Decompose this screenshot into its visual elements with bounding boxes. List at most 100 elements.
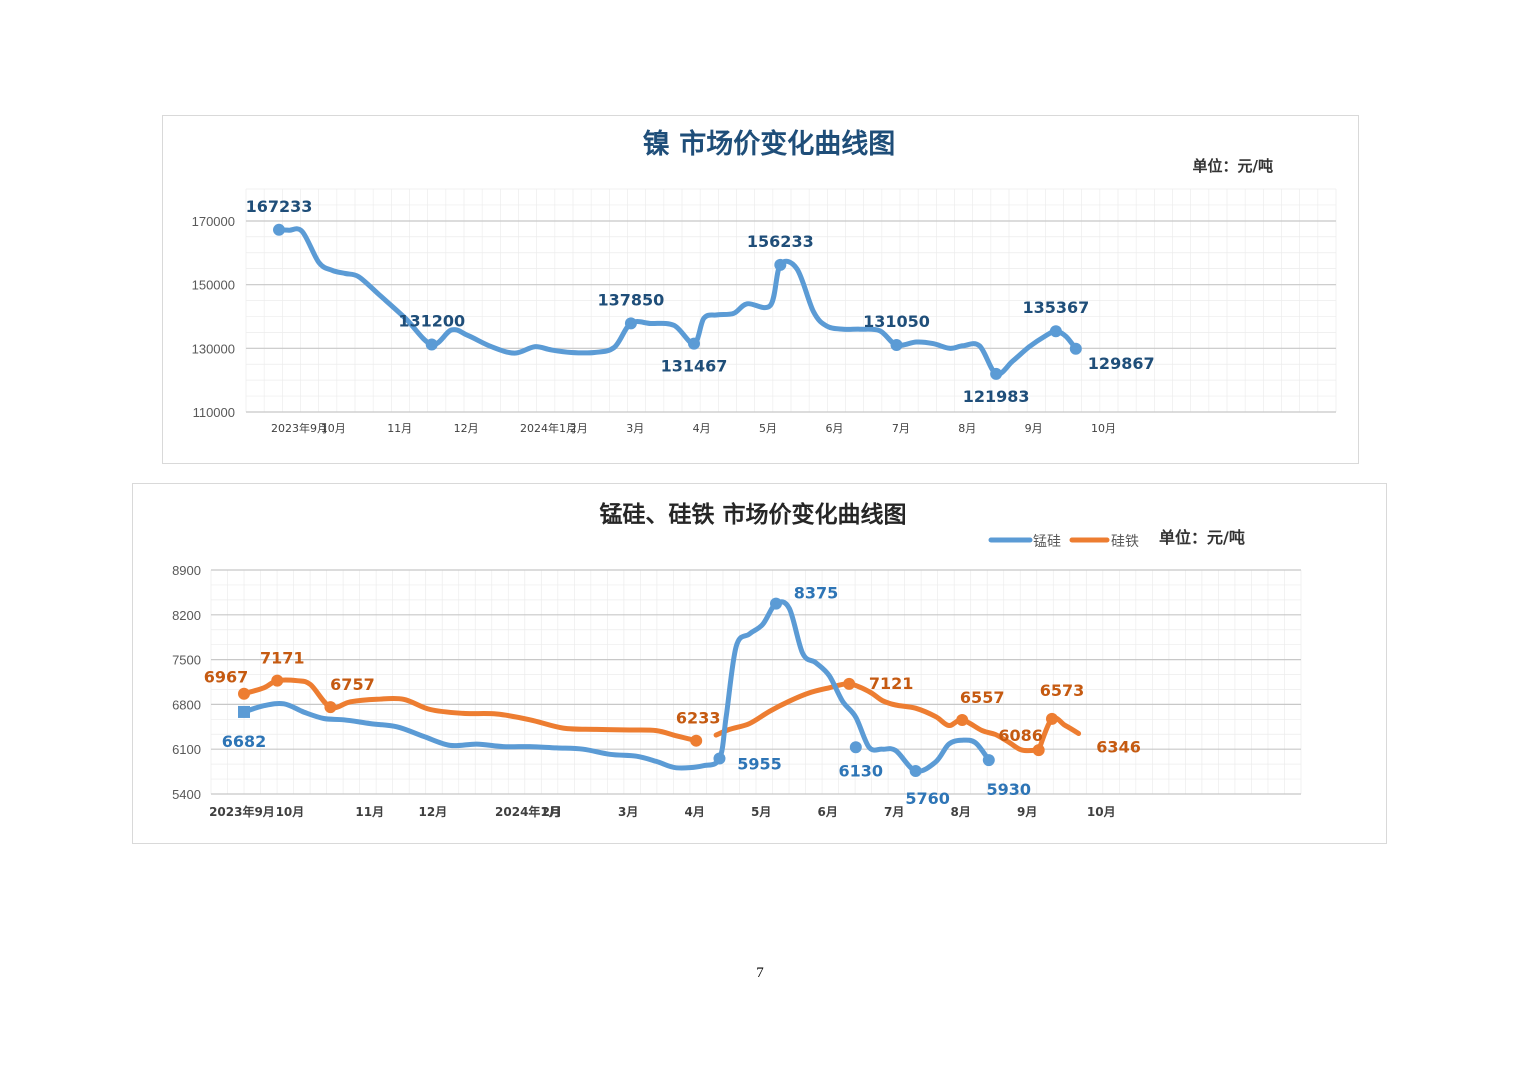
x-tick-label: 4月 bbox=[693, 422, 711, 435]
data-point bbox=[1069, 342, 1082, 355]
x-tick-label: 5月 bbox=[759, 422, 777, 435]
y-tick-label: 8900 bbox=[172, 563, 201, 578]
data-label: 167233 bbox=[246, 197, 313, 216]
fesi-series-line bbox=[241, 677, 699, 744]
data-point bbox=[1032, 744, 1045, 757]
data-label: 5760 bbox=[905, 789, 950, 808]
data-label: 6573 bbox=[1040, 681, 1085, 700]
x-tick-label: 3月 bbox=[618, 805, 638, 819]
x-tick-label: 7月 bbox=[892, 422, 910, 435]
unit-label: 单位：元/吨 bbox=[1193, 157, 1273, 175]
data-point bbox=[843, 677, 856, 690]
x-tick-label: 6月 bbox=[825, 422, 843, 435]
y-tick-label: 150000 bbox=[192, 278, 235, 293]
y-tick-label: 5400 bbox=[172, 787, 201, 802]
page-number: 7 bbox=[756, 965, 764, 981]
x-tick-label: 2024年1月 bbox=[520, 421, 577, 435]
data-point bbox=[324, 701, 337, 714]
y-tick-label: 130000 bbox=[192, 341, 235, 356]
x-tick-label: 2023年9月 bbox=[209, 804, 275, 819]
legend-label-fesi: 硅铁 bbox=[1111, 534, 1139, 550]
mnsi-fesi-price-chart: 锰硅、硅铁 市场价变化曲线图锰硅 硅铁 单位：元/吨 8900 8200 7500 6800… bbox=[132, 483, 1387, 844]
data-label: 6086 bbox=[998, 726, 1043, 745]
nickel-series-line bbox=[276, 226, 1079, 377]
legend-label-mnsi: 锰硅 bbox=[1033, 534, 1061, 550]
data-label: 6346 bbox=[1096, 737, 1141, 756]
data-label: 6130 bbox=[839, 761, 884, 780]
x-tick-label: 10月 bbox=[276, 805, 305, 819]
x-tick-label: 10月 bbox=[321, 422, 346, 435]
y-tick-label: 6100 bbox=[172, 742, 201, 757]
x-tick-label: 5月 bbox=[751, 805, 771, 819]
x-tick-label: 2月 bbox=[542, 805, 562, 819]
data-label: 156233 bbox=[747, 232, 814, 251]
data-point bbox=[909, 764, 922, 777]
data-point bbox=[273, 223, 285, 236]
y-tick-label: 110000 bbox=[193, 405, 235, 420]
data-label: 131467 bbox=[661, 357, 728, 376]
x-tick-label: 9月 bbox=[1017, 805, 1037, 819]
data-point bbox=[425, 338, 438, 351]
data-label: 7121 bbox=[869, 674, 914, 693]
data-point bbox=[688, 337, 700, 350]
x-tick-label: 2024年1月 bbox=[495, 804, 561, 819]
data-point bbox=[770, 597, 782, 610]
x-tick-label: 7月 bbox=[884, 805, 904, 819]
data-label: 5955 bbox=[737, 754, 782, 773]
x-tick-label: 8月 bbox=[951, 805, 971, 819]
x-tick-label: 9月 bbox=[1025, 422, 1043, 435]
data-label: 6757 bbox=[330, 675, 375, 694]
y-tick-label: 170000 bbox=[192, 214, 235, 229]
data-label: 6233 bbox=[676, 709, 721, 728]
data-point bbox=[990, 367, 1003, 380]
x-tick-label: 4月 bbox=[685, 805, 705, 819]
data-point bbox=[1045, 712, 1058, 725]
data-label: 6967 bbox=[204, 668, 249, 687]
chart-title: 锰硅、硅铁 市场价变化曲线图 bbox=[599, 501, 906, 528]
nickel-price-chart: 镍 市场价变化曲线图单位：元/吨 170000 150000 130000 110000… bbox=[162, 115, 1359, 464]
data-label: 135367 bbox=[1022, 298, 1089, 317]
data-label: 131050 bbox=[863, 312, 930, 331]
data-label: 8375 bbox=[794, 584, 839, 603]
data-point bbox=[624, 317, 637, 330]
data-label: 137850 bbox=[598, 290, 665, 309]
data-label: 6682 bbox=[222, 732, 267, 751]
fesi-series-line bbox=[1036, 715, 1082, 753]
data-point bbox=[1049, 325, 1062, 338]
y-tick-label: 6800 bbox=[172, 697, 201, 712]
unit-label: 单位：元/吨 bbox=[1159, 528, 1245, 547]
x-tick-label: 11月 bbox=[355, 805, 384, 819]
data-point bbox=[982, 754, 995, 767]
x-tick-label: 12月 bbox=[454, 422, 479, 435]
data-label: 129867 bbox=[1088, 354, 1155, 373]
data-point bbox=[238, 687, 250, 700]
x-tick-label: 6月 bbox=[818, 805, 838, 819]
data-point bbox=[956, 713, 969, 726]
x-tick-label: 12月 bbox=[419, 805, 448, 819]
data-point bbox=[849, 741, 862, 754]
data-label: 6557 bbox=[960, 688, 1005, 707]
grid bbox=[245, 188, 1337, 413]
x-tick-label: 11月 bbox=[387, 422, 412, 435]
x-tick-label: 8月 bbox=[958, 422, 976, 435]
data-point bbox=[890, 338, 903, 351]
x-tick-label: 3月 bbox=[626, 422, 644, 435]
x-tick-label: 2月 bbox=[570, 422, 588, 435]
data-label: 131200 bbox=[398, 312, 465, 331]
data-label: 5930 bbox=[987, 780, 1032, 799]
y-tick-label: 8200 bbox=[172, 608, 201, 623]
fesi-series-line bbox=[713, 681, 1042, 754]
data-point bbox=[713, 752, 726, 765]
chart-title: 镍 市场价变化曲线图 bbox=[643, 128, 895, 160]
data-point bbox=[774, 258, 787, 271]
data-point bbox=[271, 674, 284, 687]
y-tick-label: 7500 bbox=[172, 653, 201, 668]
data-point bbox=[238, 705, 250, 718]
x-tick-label: 2023年9月 bbox=[271, 421, 328, 435]
data-label: 7171 bbox=[260, 649, 305, 668]
x-tick-label: 10月 bbox=[1087, 805, 1116, 819]
x-tick-label: 10月 bbox=[1091, 422, 1116, 435]
data-point bbox=[690, 734, 703, 747]
